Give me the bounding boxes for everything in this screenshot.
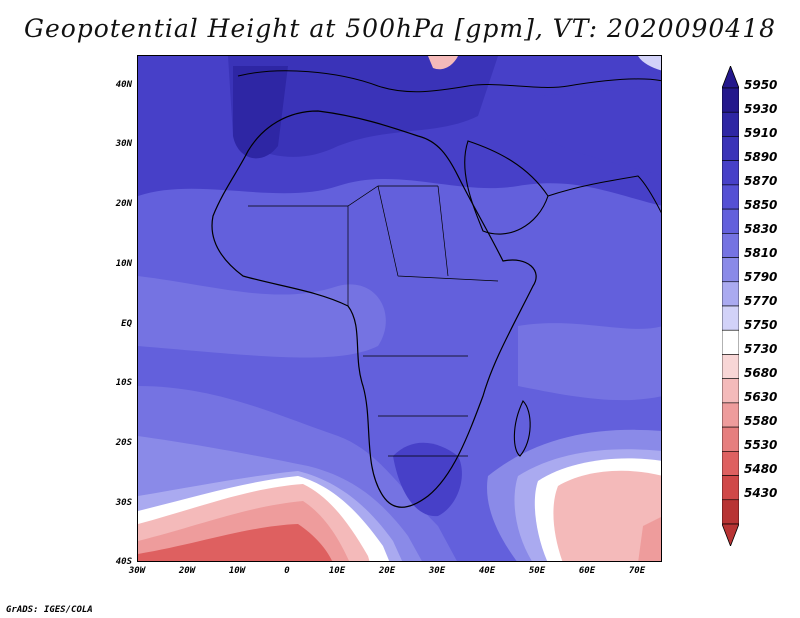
ne-trough xyxy=(428,56,458,70)
x-label-10w: 10W xyxy=(228,566,246,576)
colorbar-cell xyxy=(722,354,739,379)
cb-label-5430: 5430 xyxy=(744,486,778,500)
colorbar-cell xyxy=(722,305,739,331)
ne-corner xyxy=(638,56,661,71)
colorbar-cell xyxy=(722,208,739,234)
cb-label-5630: 5630 xyxy=(744,390,778,404)
cb-label-5530: 5530 xyxy=(744,438,778,452)
cb-label-5730: 5730 xyxy=(744,342,778,356)
cb-label-5870: 5870 xyxy=(744,174,778,188)
cb-label-5750: 5750 xyxy=(744,318,778,332)
x-label-30w: 30W xyxy=(128,566,146,576)
x-label-60e: 60E xyxy=(578,566,596,576)
cb-label-5850: 5850 xyxy=(744,198,778,212)
sahara-high xyxy=(228,56,498,157)
atlas-high xyxy=(233,66,288,159)
colorbar-cell xyxy=(722,402,739,428)
y-label-30s: 30S xyxy=(115,498,132,508)
madagascar-outline xyxy=(513,400,531,457)
arabia-outline xyxy=(464,140,549,235)
y-label-40s: 40S xyxy=(115,557,132,567)
colorbar-cell xyxy=(722,329,739,355)
colorbar-cell xyxy=(722,136,739,161)
y-label-20s: 20S xyxy=(115,438,132,448)
y-label-10n: 10N xyxy=(115,259,132,269)
cb-label-5930: 5930 xyxy=(744,102,778,116)
mediterranean-coast xyxy=(237,70,661,93)
colorbar-cell xyxy=(722,499,739,525)
colorbar-cell xyxy=(722,426,739,452)
colorbar-cell xyxy=(722,451,739,476)
cb-label-5910: 5910 xyxy=(744,126,778,140)
colorbar-cell xyxy=(722,111,739,137)
si-band-5 xyxy=(638,517,661,561)
x-label-50e: 50E xyxy=(528,566,546,576)
x-label-40e: 40E xyxy=(478,566,496,576)
s-band-7 xyxy=(138,524,333,561)
x-label-70e: 70E xyxy=(628,566,646,576)
y-label-20n: 20N xyxy=(115,199,132,209)
colorbar-cell xyxy=(722,160,739,186)
colorbar-cell xyxy=(722,233,739,258)
x-label-0: 0 xyxy=(284,566,290,576)
arabia-high xyxy=(538,86,661,176)
colorbar-cell xyxy=(722,281,739,307)
y-label-eq: EQ xyxy=(121,319,132,329)
colorbar xyxy=(722,66,739,546)
cb-label-5480: 5480 xyxy=(744,462,778,476)
cb-label-5950: 5950 xyxy=(744,78,778,92)
x-label-20w: 20W xyxy=(178,566,196,576)
indian-band xyxy=(518,323,661,401)
asia-coast xyxy=(547,175,661,214)
map-panel[interactable] xyxy=(137,55,662,562)
sa-high xyxy=(393,442,462,517)
y-label-40n: 40N xyxy=(115,80,132,90)
y-label-10s: 10S xyxy=(115,378,132,388)
colorbar-top-arrow xyxy=(722,66,739,89)
colorbar-bottom-arrow xyxy=(722,523,739,546)
cb-label-5580: 5580 xyxy=(744,414,778,428)
colorbar-cell xyxy=(722,378,739,404)
y-label-30n: 30N xyxy=(115,139,132,149)
si-band-4 xyxy=(553,470,661,561)
cb-label-5790: 5790 xyxy=(744,270,778,284)
x-label-20e: 20E xyxy=(378,566,396,576)
cb-label-5890: 5890 xyxy=(744,150,778,164)
colorbar-cell xyxy=(722,257,739,283)
x-label-10e: 10E xyxy=(328,566,346,576)
colorbar-cell xyxy=(722,184,739,210)
colorbar-cells xyxy=(722,87,739,525)
chart-title: Geopotential Height at 500hPa [gpm], VT:… xyxy=(23,14,777,43)
africa-coastline xyxy=(211,110,537,508)
x-label-30e: 30E xyxy=(428,566,446,576)
cb-label-5810: 5810 xyxy=(744,246,778,260)
country-borders xyxy=(248,185,499,457)
height-field xyxy=(138,56,661,561)
grads-credit: GrADS: IGES/COLA xyxy=(6,605,93,615)
colorbar-cell xyxy=(722,475,739,501)
cb-label-5680: 5680 xyxy=(744,366,778,380)
cb-label-5770: 5770 xyxy=(744,294,778,308)
cb-label-5830: 5830 xyxy=(744,222,778,236)
colorbar-cell xyxy=(722,87,739,113)
